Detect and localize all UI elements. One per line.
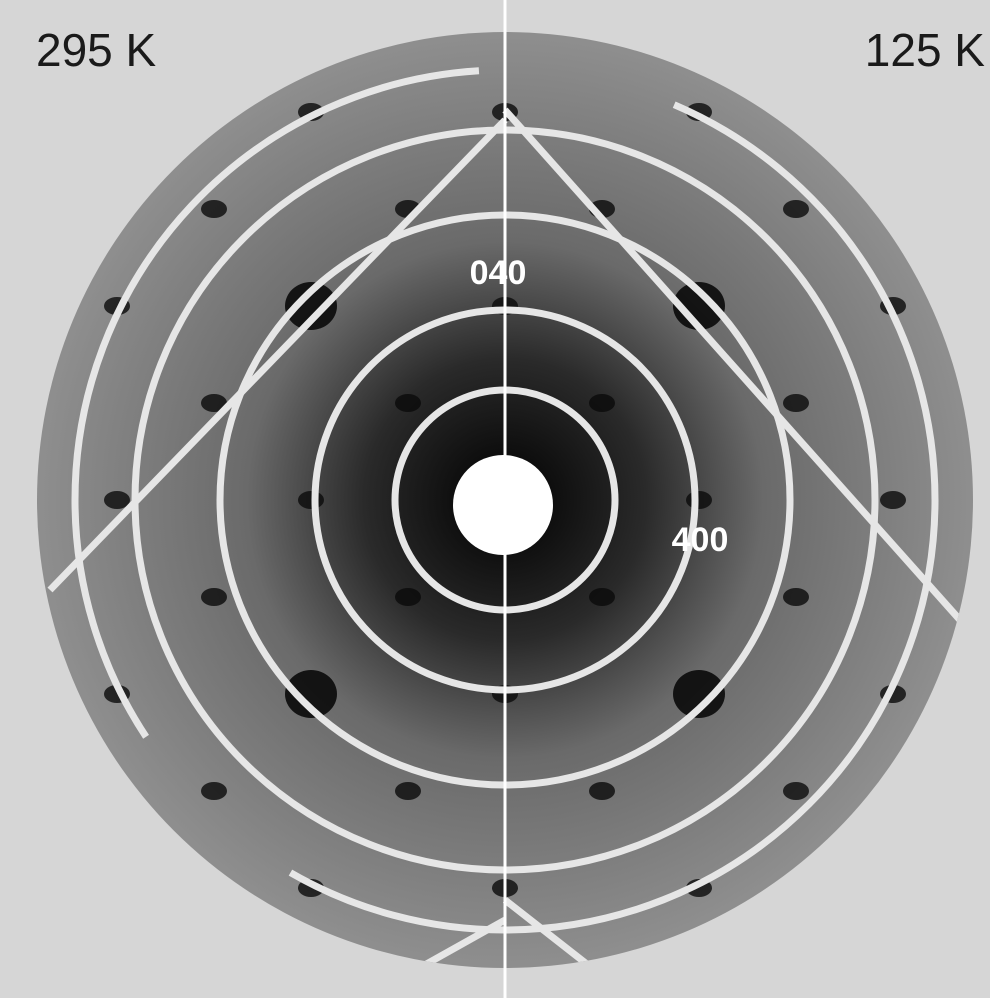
diffraction-spot: [395, 588, 421, 606]
diffraction-spot: [201, 588, 227, 606]
diffraction-spot: [783, 782, 809, 800]
diffraction-spot: [783, 200, 809, 218]
diffraction-spot: [880, 491, 906, 509]
right-label: 125 K: [865, 24, 986, 76]
diffraction-figure: 295 K 125 K 040 400: [0, 0, 990, 998]
diffraction-spot: [783, 588, 809, 606]
diffraction-spot: [589, 782, 615, 800]
diffraction-spot: [589, 588, 615, 606]
diffraction-spot: [201, 782, 227, 800]
index-label: 400: [672, 521, 729, 559]
diffraction-spot: [201, 200, 227, 218]
left-label: 295 K: [36, 24, 157, 76]
index-label: 040: [470, 254, 527, 292]
page: 295 K 125 K 040 400 (() => { const data …: [0, 0, 990, 998]
diffraction-spot: [589, 394, 615, 412]
diffraction-spot: [686, 491, 712, 509]
diffraction-spot: [395, 394, 421, 412]
diffraction-spot: [298, 491, 324, 509]
diffraction-spot: [395, 782, 421, 800]
beam-stop: [453, 455, 553, 555]
diffraction-spot: [783, 394, 809, 412]
diffraction-spot: [104, 491, 130, 509]
